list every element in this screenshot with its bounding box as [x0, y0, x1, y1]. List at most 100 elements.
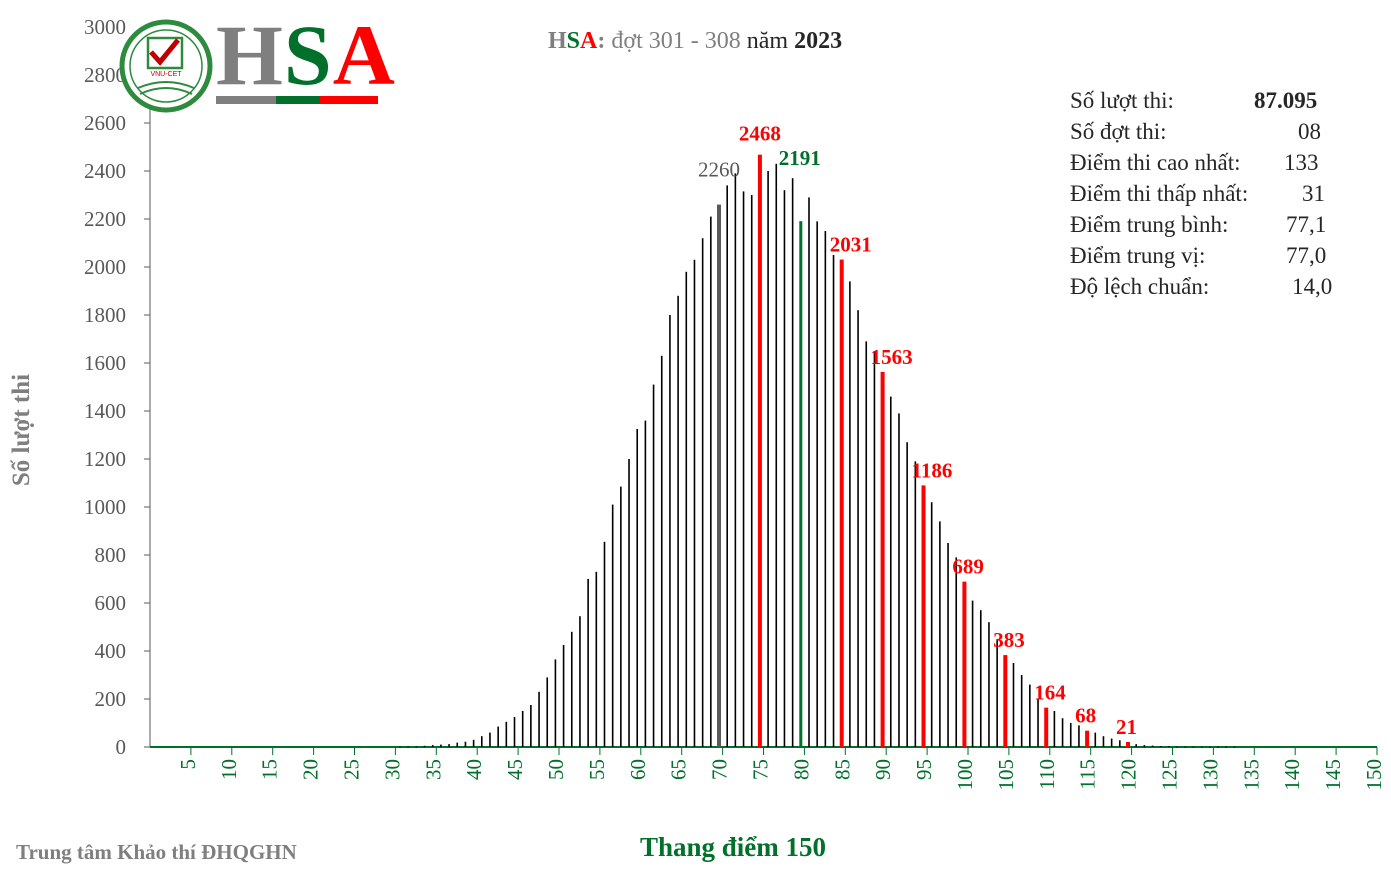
chart-title: HSA: đợt 301 - 308 năm 2023	[548, 28, 842, 55]
bar	[1225, 746, 1227, 748]
bar	[1110, 738, 1113, 747]
data-label: 1563	[871, 345, 913, 369]
emblem-icon: VNU-CET	[119, 19, 213, 113]
x-tick-label: 110	[1035, 759, 1059, 790]
bar	[620, 486, 622, 747]
bar	[971, 600, 974, 747]
bar	[1126, 741, 1131, 747]
bar	[1012, 663, 1015, 747]
bar	[1217, 746, 1219, 748]
x-tick-label: 15	[258, 759, 282, 780]
stat-value: 77,0	[1286, 243, 1327, 268]
bar	[816, 221, 818, 747]
x-tick-label: 85	[830, 759, 854, 780]
data-label: 2260	[698, 158, 740, 182]
bar	[824, 231, 827, 747]
bar	[1061, 718, 1064, 747]
title-nam: năm	[746, 28, 795, 54]
x-tick-label: 25	[340, 759, 364, 780]
bar	[1159, 746, 1162, 747]
bar	[693, 259, 696, 747]
data-label: 21	[1116, 715, 1137, 739]
stat-label: Điểm thi cao nhất:	[1070, 150, 1241, 175]
y-tick-label: 800	[95, 543, 127, 567]
data-label: 68	[1075, 704, 1096, 728]
bar	[554, 659, 557, 747]
x-axis: 5 10 15 20 25 30 35 40 45 50 55 60 65 70 75 80 85 90 95 100…	[150, 746, 1386, 791]
bar	[734, 173, 737, 747]
bar	[570, 631, 573, 747]
bar	[611, 504, 614, 747]
bar	[799, 221, 803, 747]
stat-value: 87.095	[1254, 88, 1318, 113]
bar	[1233, 746, 1236, 748]
bar	[1200, 746, 1203, 748]
bar	[1085, 730, 1090, 747]
bar	[505, 721, 508, 747]
bar	[726, 185, 728, 747]
bars	[399, 154, 1236, 748]
title-middle: đợt 301 - 308	[605, 28, 747, 54]
x-tick-label: 130	[1198, 759, 1222, 791]
bar	[1044, 707, 1049, 747]
x-tick-label: 20	[299, 759, 323, 780]
y-tick-label: 2600	[84, 111, 126, 135]
bar	[947, 543, 949, 747]
y-tick-label: 600	[95, 591, 127, 615]
y-tick-label: 400	[95, 639, 127, 663]
x-axis-label: Thang điểm 150	[640, 832, 827, 862]
data-label: 164	[1034, 681, 1066, 705]
x-tick-label: 5	[176, 759, 200, 770]
bar	[880, 371, 885, 747]
bar	[955, 557, 958, 747]
x-tick-label: 120	[1117, 759, 1141, 791]
bar	[873, 351, 876, 747]
bar	[717, 204, 722, 748]
x-tick-label: 145	[1321, 759, 1345, 791]
bar	[1102, 736, 1105, 747]
title-s: S	[566, 28, 581, 54]
bar	[1168, 746, 1170, 748]
bar	[1209, 746, 1211, 748]
data-label: 1186	[912, 458, 953, 482]
bar	[685, 271, 688, 747]
y-axis: 0 200 400 600 800 1000 1200 1400 1600 1800 2000 220…	[84, 15, 151, 759]
vnu-cet-logo: VNU-CET	[118, 18, 214, 119]
x-tick-label: 80	[789, 759, 813, 780]
x-tick-label: 70	[708, 759, 732, 780]
bar	[757, 154, 762, 747]
bar	[1151, 745, 1154, 747]
y-tick-label: 2400	[84, 159, 126, 183]
bar	[750, 195, 753, 747]
logo-bar-grey	[216, 96, 276, 104]
x-tick-label: 100	[953, 759, 977, 791]
stat-value: 14,0	[1292, 274, 1333, 299]
logo-bar-green	[276, 96, 320, 104]
title-colon: :	[597, 28, 606, 54]
bar	[808, 197, 810, 747]
footer-credit: Trung tâm Khảo thí ĐHQGHN	[16, 840, 297, 864]
bar	[415, 746, 418, 748]
data-label: 2031	[830, 233, 872, 257]
x-tick-label: 60	[626, 759, 650, 780]
bar	[562, 645, 565, 747]
x-tick-label: 75	[749, 759, 773, 780]
bar	[742, 191, 745, 747]
y-tick-label: 1200	[84, 447, 126, 471]
y-tick-label: 0	[116, 735, 127, 759]
x-tick-label: 45	[503, 759, 527, 780]
bar	[1037, 699, 1039, 747]
x-tick-label: 10	[217, 759, 241, 780]
bar	[497, 726, 499, 747]
bar	[669, 315, 671, 747]
bar	[914, 461, 917, 747]
bar	[1176, 746, 1178, 748]
bar	[636, 429, 639, 747]
bar	[930, 502, 933, 747]
x-tick-label: 30	[380, 759, 404, 780]
y-axis-label: Số lượt thi	[8, 373, 35, 487]
bar	[1184, 746, 1187, 748]
title-a: A	[580, 28, 598, 54]
stats-panel: Số lượt thi: 87.095 Số đợt thi: 08 Điểm th…	[1060, 84, 1360, 312]
